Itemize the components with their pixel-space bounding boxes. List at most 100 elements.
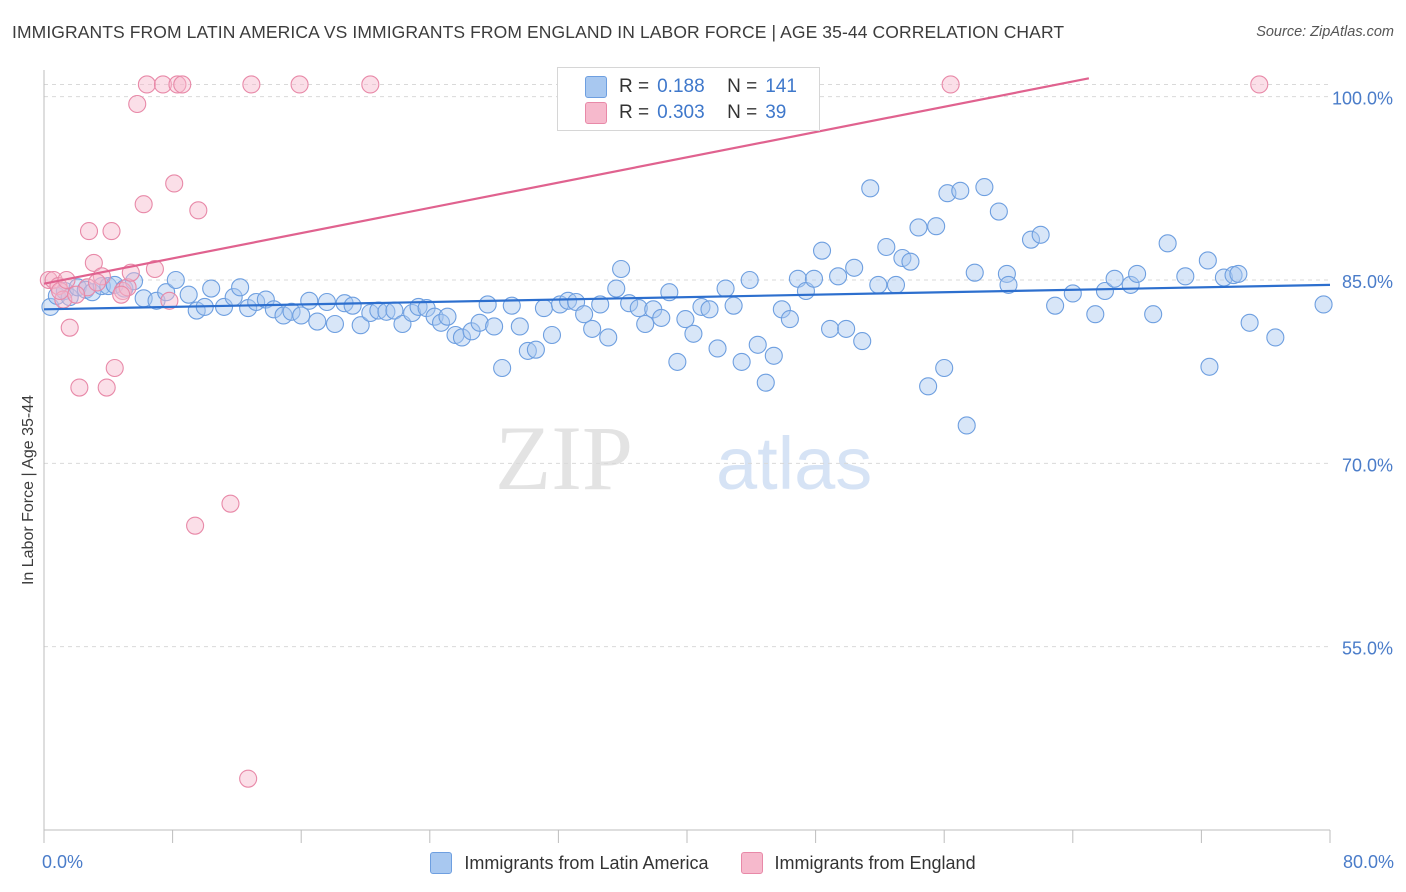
r-value: 0.188 bbox=[657, 76, 705, 97]
point-latin-america bbox=[1240, 313, 1259, 332]
y-tick-label: 70.0% bbox=[1342, 455, 1393, 475]
point-latin-america bbox=[935, 358, 954, 378]
y-tick-label: 85.0% bbox=[1342, 272, 1393, 292]
point-latin-america bbox=[951, 181, 970, 200]
point-latin-america bbox=[83, 283, 102, 302]
x-tick-label-min: 0.0% bbox=[42, 852, 84, 872]
point-latin-america bbox=[438, 307, 457, 326]
point-england bbox=[60, 318, 79, 337]
point-england bbox=[186, 516, 205, 535]
point-latin-america bbox=[861, 179, 880, 198]
legend-swatch-latin-america bbox=[585, 76, 607, 98]
point-latin-america bbox=[1063, 284, 1082, 303]
point-latin-america bbox=[493, 358, 512, 378]
point-england bbox=[290, 75, 309, 94]
axes bbox=[43, 70, 1331, 843]
point-latin-america bbox=[470, 313, 489, 332]
point-latin-america bbox=[452, 328, 472, 347]
point-latin-america bbox=[708, 339, 727, 358]
point-latin-america bbox=[1314, 295, 1333, 314]
point-latin-america bbox=[612, 259, 631, 279]
y-tick-label: 100.0% bbox=[1332, 89, 1393, 109]
n-value: 39 bbox=[765, 102, 787, 123]
point-latin-america bbox=[300, 291, 319, 310]
point-england bbox=[145, 259, 164, 279]
point-england bbox=[97, 378, 116, 397]
point-latin-america bbox=[684, 324, 703, 343]
stats-legend-row-latin-america: R = 0.188 N = 141 bbox=[585, 75, 797, 99]
point-latin-america bbox=[853, 332, 872, 351]
point-latin-america bbox=[1021, 230, 1041, 249]
point-england bbox=[70, 378, 89, 397]
point-latin-america bbox=[636, 314, 655, 334]
point-england bbox=[173, 75, 192, 94]
point-england bbox=[189, 201, 208, 220]
legend-label: Immigrants from England bbox=[774, 852, 976, 873]
point-latin-america bbox=[756, 373, 775, 392]
point-latin-america bbox=[877, 237, 896, 257]
point-england bbox=[221, 494, 240, 513]
point-england bbox=[112, 285, 131, 304]
point-england bbox=[79, 222, 99, 241]
legend-swatch bbox=[740, 852, 763, 874]
r-label: R = bbox=[619, 102, 650, 123]
point-latin-america bbox=[740, 270, 759, 290]
point-latin-america bbox=[583, 319, 602, 338]
point-latin-america bbox=[282, 302, 301, 321]
point-latin-america bbox=[716, 279, 735, 298]
watermark-zip: ZIP bbox=[495, 407, 633, 509]
legend-swatch bbox=[430, 852, 453, 874]
watermark-atlas: atlas bbox=[716, 422, 872, 505]
point-latin-america bbox=[343, 296, 362, 315]
point-latin-america bbox=[909, 218, 928, 237]
point-latin-america bbox=[202, 279, 221, 298]
trend-line-latin-america bbox=[43, 283, 1331, 311]
y-tick-label: 55.0% bbox=[1342, 639, 1393, 659]
chart-title: IMMIGRANTS FROM LATIN AMERICA VS IMMIGRA… bbox=[12, 22, 1065, 42]
point-england bbox=[67, 285, 86, 304]
point-latin-america bbox=[99, 277, 118, 296]
point-latin-america bbox=[732, 352, 751, 371]
legend-swatch-england bbox=[585, 102, 607, 124]
point-latin-america bbox=[1176, 267, 1195, 286]
legend-item-england: Immigrants from England bbox=[740, 852, 976, 874]
point-latin-america bbox=[821, 319, 840, 338]
point-england bbox=[128, 94, 147, 114]
point-latin-america bbox=[526, 340, 545, 359]
point-latin-america bbox=[837, 319, 856, 338]
point-latin-america bbox=[478, 295, 497, 314]
point-latin-america bbox=[325, 314, 345, 334]
point-latin-america bbox=[676, 310, 695, 329]
point-latin-america bbox=[845, 258, 864, 277]
point-latin-america bbox=[829, 267, 848, 286]
point-latin-america bbox=[780, 310, 799, 329]
point-latin-america bbox=[1144, 305, 1163, 324]
point-latin-america bbox=[1031, 225, 1050, 244]
point-latin-america bbox=[485, 317, 504, 336]
point-england bbox=[78, 278, 97, 297]
y-tick-labels: 55.0% 70.0% 85.0% 100.0% bbox=[1332, 89, 1393, 659]
point-latin-america bbox=[869, 275, 888, 294]
n-label: N = bbox=[727, 76, 758, 97]
point-england bbox=[137, 75, 156, 94]
source-label: Source: ZipAtlas.com bbox=[1256, 24, 1394, 40]
point-england bbox=[239, 769, 258, 788]
point-england bbox=[134, 195, 153, 214]
point-latin-america bbox=[700, 300, 719, 319]
point-latin-america bbox=[999, 275, 1018, 294]
point-england bbox=[941, 75, 960, 94]
point-england bbox=[361, 75, 380, 94]
point-latin-america bbox=[1158, 234, 1177, 253]
point-latin-america bbox=[748, 335, 767, 354]
point-latin-america bbox=[724, 296, 743, 315]
point-latin-america bbox=[1198, 251, 1217, 270]
series-legend: Immigrants from Latin America Immigrants… bbox=[0, 852, 1406, 874]
point-latin-america bbox=[591, 295, 610, 314]
point-latin-america bbox=[510, 317, 529, 336]
point-latin-america bbox=[927, 217, 946, 236]
point-latin-america bbox=[575, 305, 594, 324]
point-england bbox=[87, 273, 107, 292]
watermark: ZIP atlas bbox=[495, 407, 872, 509]
point-latin-america bbox=[804, 269, 824, 288]
